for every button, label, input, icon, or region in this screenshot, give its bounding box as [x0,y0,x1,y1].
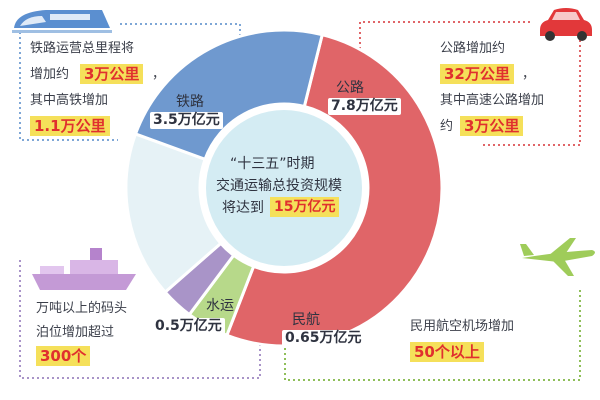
rail-connector [120,23,241,58]
rail-connector-box [19,32,118,141]
slice-label-rail: 铁路 [176,94,204,110]
rail-note-line2-prefix: 增加约 [30,67,70,82]
air-note-line1: 民用航空机场增加 [410,319,515,334]
rail-note-line3: 其中高铁增加 [30,93,109,108]
donut-center [206,110,362,266]
air-connector [284,290,581,381]
road-mileage-value: 32万公里 [440,64,514,84]
train-icon [12,10,112,33]
center-line3-prefix: 将达到 [222,200,264,216]
rail-mileage-value: 3万公里 [80,64,144,84]
rail-note-line1: 铁路运营总里程将 [30,41,135,56]
slice-value-air: 0.65万亿元 [282,330,365,347]
slice-label-road: 公路 [336,80,364,96]
slice-value-rail: 3.5万亿元 [150,112,223,129]
highspeed-rail-value: 1.1万公里 [30,116,110,136]
slice-label-air: 民航 [292,312,320,328]
car-icon [540,8,592,41]
road-note-line3: 其中高速公路增加 [440,93,545,108]
total-investment-value: 15万亿元 [270,197,340,217]
airplane-icon [520,238,595,276]
expressway-value: 3万公里 [460,116,524,136]
slice-label-water: 水运 [206,298,234,314]
road-note-line2-suffix: ， [522,67,536,82]
rail-note-line2-suffix: ， [152,67,166,82]
water-note-line1: 万吨以上的码头 [36,301,128,316]
road-connector-box [480,40,581,146]
center-line2: 交通运输总投资规模 [216,178,342,194]
road-note-line1: 公路增加约 [440,41,506,56]
road-note-line4-prefix: 约 [440,119,454,134]
berth-count-value: 300个 [36,346,91,366]
airport-count-value: 50个以上 [410,342,484,362]
ship-icon [32,248,136,290]
slice-value-road: 7.8万亿元 [328,98,401,115]
slice-other [124,132,223,295]
slice-value-water: 0.5万亿元 [152,318,225,335]
center-line1: “十三五”时期 [230,156,315,172]
water-note-line2: 泊位增加超过 [36,325,115,340]
